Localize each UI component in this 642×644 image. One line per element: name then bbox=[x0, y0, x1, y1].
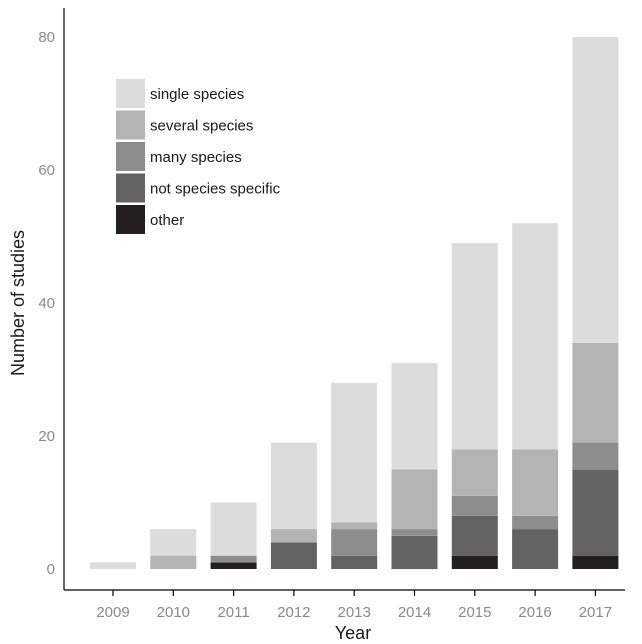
bar-2015-several-species bbox=[451, 449, 498, 496]
x-tick-label: 2012 bbox=[277, 604, 310, 621]
bar-2013-many-species bbox=[331, 529, 378, 556]
bar-2012-single-species bbox=[270, 442, 317, 530]
y-tick-label: 40 bbox=[38, 295, 55, 312]
bars-layer bbox=[90, 37, 619, 570]
y-axis-title: Number of studies bbox=[8, 230, 28, 376]
bar-2015-single-species bbox=[451, 243, 498, 450]
x-tick-label: 2010 bbox=[157, 604, 190, 621]
legend-label: several species bbox=[150, 118, 253, 135]
bar-2010-several-species bbox=[150, 555, 197, 569]
bar-2015-many-species bbox=[451, 495, 498, 516]
bar-2013-several-species bbox=[331, 522, 378, 530]
bar-2014-several-species bbox=[391, 469, 438, 530]
bar-2015-other bbox=[451, 555, 498, 569]
legend-swatch-other bbox=[116, 205, 145, 234]
bar-2011-many-species bbox=[210, 555, 257, 563]
bar-2010-single-species bbox=[150, 529, 197, 556]
x-axis-ticks: 2009 2010 2011 2012 2013 2014 2015 2016 2017 bbox=[96, 590, 612, 621]
legend-label: not species specific bbox=[150, 181, 281, 198]
bar-2011-single-species bbox=[210, 502, 257, 556]
legend-label: single species bbox=[150, 86, 244, 103]
bar-2017-single-species bbox=[572, 37, 619, 343]
bar-2012-several-species bbox=[270, 529, 317, 543]
bar-2014-not-species-specific bbox=[391, 535, 438, 570]
bar-2015-not-species-specific bbox=[451, 515, 498, 556]
x-tick-label: 2009 bbox=[96, 604, 129, 621]
bar-2017-other bbox=[572, 555, 619, 569]
x-axis-title: Year bbox=[335, 623, 371, 643]
legend-label: many species bbox=[150, 149, 242, 166]
y-tick-label: 80 bbox=[38, 29, 55, 46]
bar-2012-not-species-specific bbox=[270, 542, 317, 569]
bar-2014-single-species bbox=[391, 362, 438, 470]
y-tick-label: 60 bbox=[38, 162, 55, 179]
bar-2009-single-species bbox=[90, 562, 136, 569]
bar-2011-other bbox=[210, 562, 257, 569]
bar-2017-not-species-specific bbox=[572, 469, 619, 556]
bar-2016-several-species bbox=[512, 449, 559, 516]
x-tick-label: 2013 bbox=[338, 604, 371, 621]
bar-2017-many-species bbox=[572, 442, 619, 470]
legend-swatch-not-species-specific bbox=[116, 173, 145, 203]
legend-swatch-several-species bbox=[116, 110, 145, 140]
x-tick-label: 2017 bbox=[579, 604, 612, 621]
bar-2013-not-species-specific bbox=[331, 555, 378, 569]
x-tick-label: 2011 bbox=[217, 604, 249, 621]
y-tick-label: 0 bbox=[47, 561, 55, 578]
bar-2017-several-species bbox=[572, 342, 619, 443]
legend-label: other bbox=[150, 212, 184, 229]
x-tick-label: 2015 bbox=[458, 604, 491, 621]
legend: single species several species many specie… bbox=[116, 79, 281, 234]
x-tick-label: 2016 bbox=[518, 604, 551, 621]
legend-swatch-many-species bbox=[116, 142, 145, 171]
bar-2016-many-species bbox=[512, 515, 559, 530]
bar-2013-single-species bbox=[331, 382, 378, 523]
legend-swatch-single-species bbox=[116, 79, 145, 108]
y-axis-ticks: 0 20 40 60 80 bbox=[38, 29, 55, 578]
bar-2016-single-species bbox=[512, 223, 559, 450]
y-tick-label: 20 bbox=[38, 428, 55, 445]
x-tick-label: 2014 bbox=[398, 604, 431, 621]
bar-2016-not-species-specific bbox=[512, 529, 559, 569]
bar-2014-many-species bbox=[391, 529, 438, 536]
